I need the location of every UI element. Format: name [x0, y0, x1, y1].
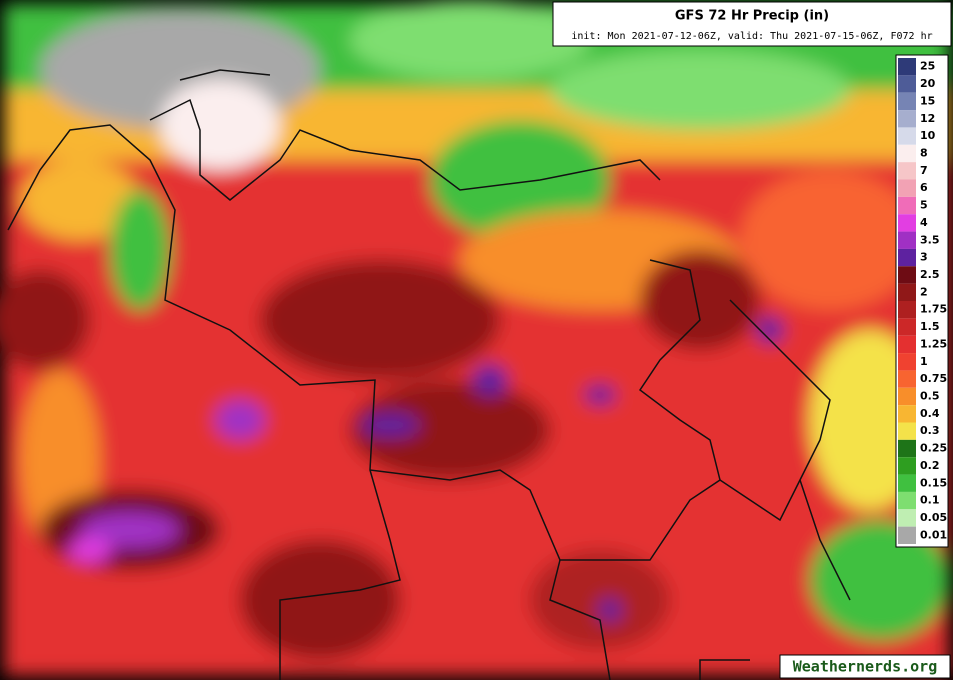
map-title: GFS 72 Hr Precip (in): [675, 9, 829, 24]
legend-swatch: [898, 283, 916, 301]
legend-label: 0.75: [920, 372, 947, 385]
legend-label: 25: [920, 60, 935, 73]
legend-label: 8: [920, 146, 928, 159]
legend-swatch: [898, 405, 916, 423]
legend-swatch: [898, 457, 916, 475]
legend-swatch: [898, 144, 916, 163]
legend-swatch: [898, 248, 916, 267]
legend-label: 15: [920, 94, 935, 107]
legend-swatch: [898, 179, 916, 197]
watermark: Weathernerds.org: [793, 658, 938, 676]
legend-label: 4: [920, 216, 928, 229]
legend: 25 20 15 12 10 8 7 6 5 4 3.5 3 2.5 2 1.75 1.5 1.25 1 0.75 0…: [895, 54, 949, 548]
legend-label: 10: [920, 129, 936, 142]
legend-label: 5: [920, 199, 928, 212]
legend-swatch: [898, 92, 916, 111]
legend-label: 0.4: [920, 407, 940, 420]
legend-label: 1.75: [920, 303, 947, 316]
legend-label: 2.5: [920, 268, 940, 281]
legend-swatch: [898, 526, 916, 544]
legend-label: 0.2: [920, 459, 940, 472]
legend-label: 0.5: [920, 389, 940, 402]
map-subtitle: init: Mon 2021-07-12-06Z, valid: Thu 202…: [571, 31, 932, 42]
legend-swatch: [898, 353, 916, 371]
legend-label: 3.5: [920, 233, 940, 246]
legend-label: 1: [920, 355, 928, 368]
legend-swatch: [898, 58, 916, 76]
legend-swatch: [898, 301, 916, 319]
legend-swatch: [898, 491, 916, 510]
legend-label: 1.25: [920, 337, 947, 350]
legend-swatch: [898, 266, 916, 284]
legend-label: 6: [920, 181, 928, 194]
legend-swatch: [898, 214, 916, 232]
watermark-box: Weathernerds.org: [779, 654, 951, 679]
legend-swatch: [898, 196, 916, 215]
legend-label: 1.5: [920, 320, 940, 333]
legend-label: 20: [920, 77, 936, 90]
legend-swatch: [898, 422, 916, 440]
legend-label: 2: [920, 285, 928, 298]
legend-swatch: [898, 474, 916, 492]
legend-swatch: [898, 439, 916, 458]
legend-label: 0.3: [920, 424, 940, 437]
legend-swatch: [898, 335, 916, 354]
legend-swatch: [898, 318, 916, 336]
legend-swatch: [898, 370, 916, 388]
legend-label: 0.25: [920, 442, 947, 455]
legend-label: 7: [920, 164, 928, 177]
legend-swatch: [898, 75, 916, 93]
legend-label: 0.05: [920, 511, 947, 524]
legend-label: 3: [920, 251, 928, 264]
legend-swatch: [898, 231, 916, 249]
legend-swatch: [898, 509, 916, 527]
title-box: GFS 72 Hr Precip (in) init: Mon 2021-07-…: [552, 1, 952, 47]
legend-label: 0.15: [920, 476, 947, 489]
legend-label: 12: [920, 112, 935, 125]
legend-swatch: [898, 387, 916, 406]
legend-swatch: [898, 162, 916, 180]
legend-label: 0.1: [920, 494, 940, 507]
legend-swatch: [898, 110, 916, 128]
borders: [7, 69, 851, 681]
legend-swatch: [898, 127, 916, 145]
legend-label: 0.01: [920, 528, 947, 541]
